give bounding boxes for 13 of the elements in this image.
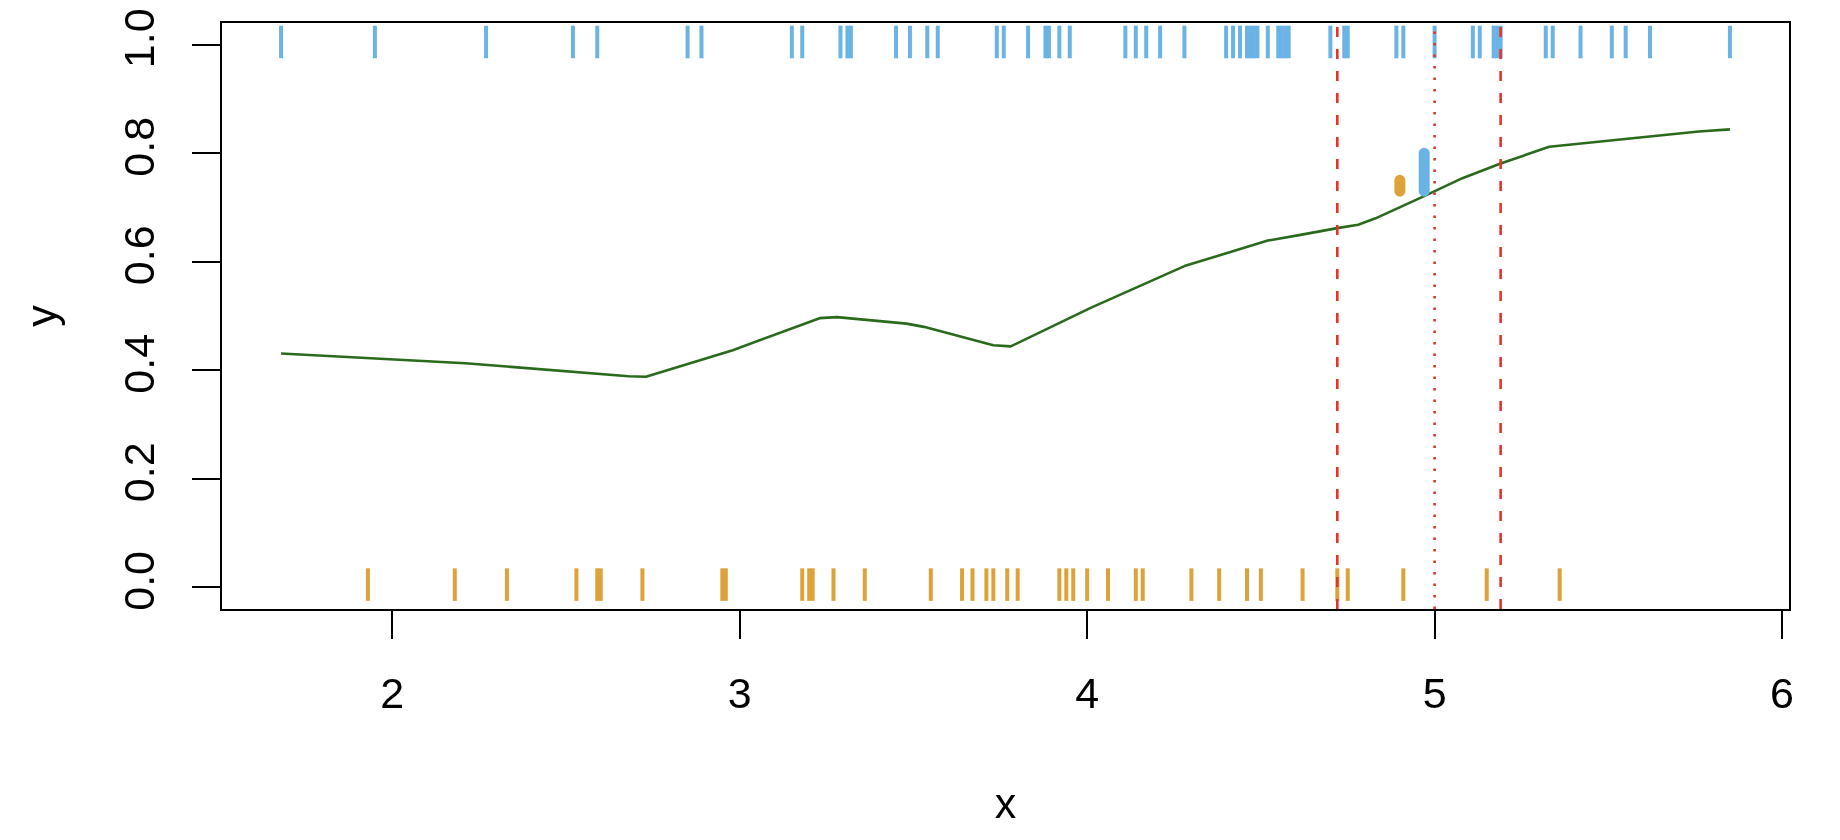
y-tick-label: 0.2 [114,442,163,503]
y-tick-label: 0.8 [114,116,163,177]
x-tick-label: 6 [1770,668,1795,717]
y-tick-label: 0.0 [114,550,163,611]
y-axis-title: y [16,304,65,327]
x-tick-label: 4 [1075,668,1100,717]
x-tick-label: 2 [380,668,405,717]
y-tick-label: 0.6 [114,225,163,286]
y-tick-label: 1.0 [114,8,163,69]
x-tick-label: 3 [727,668,752,717]
x-axis-title: x [994,778,1017,827]
x-tick-label: 5 [1422,668,1447,717]
y-tick-label: 0.4 [114,333,163,394]
